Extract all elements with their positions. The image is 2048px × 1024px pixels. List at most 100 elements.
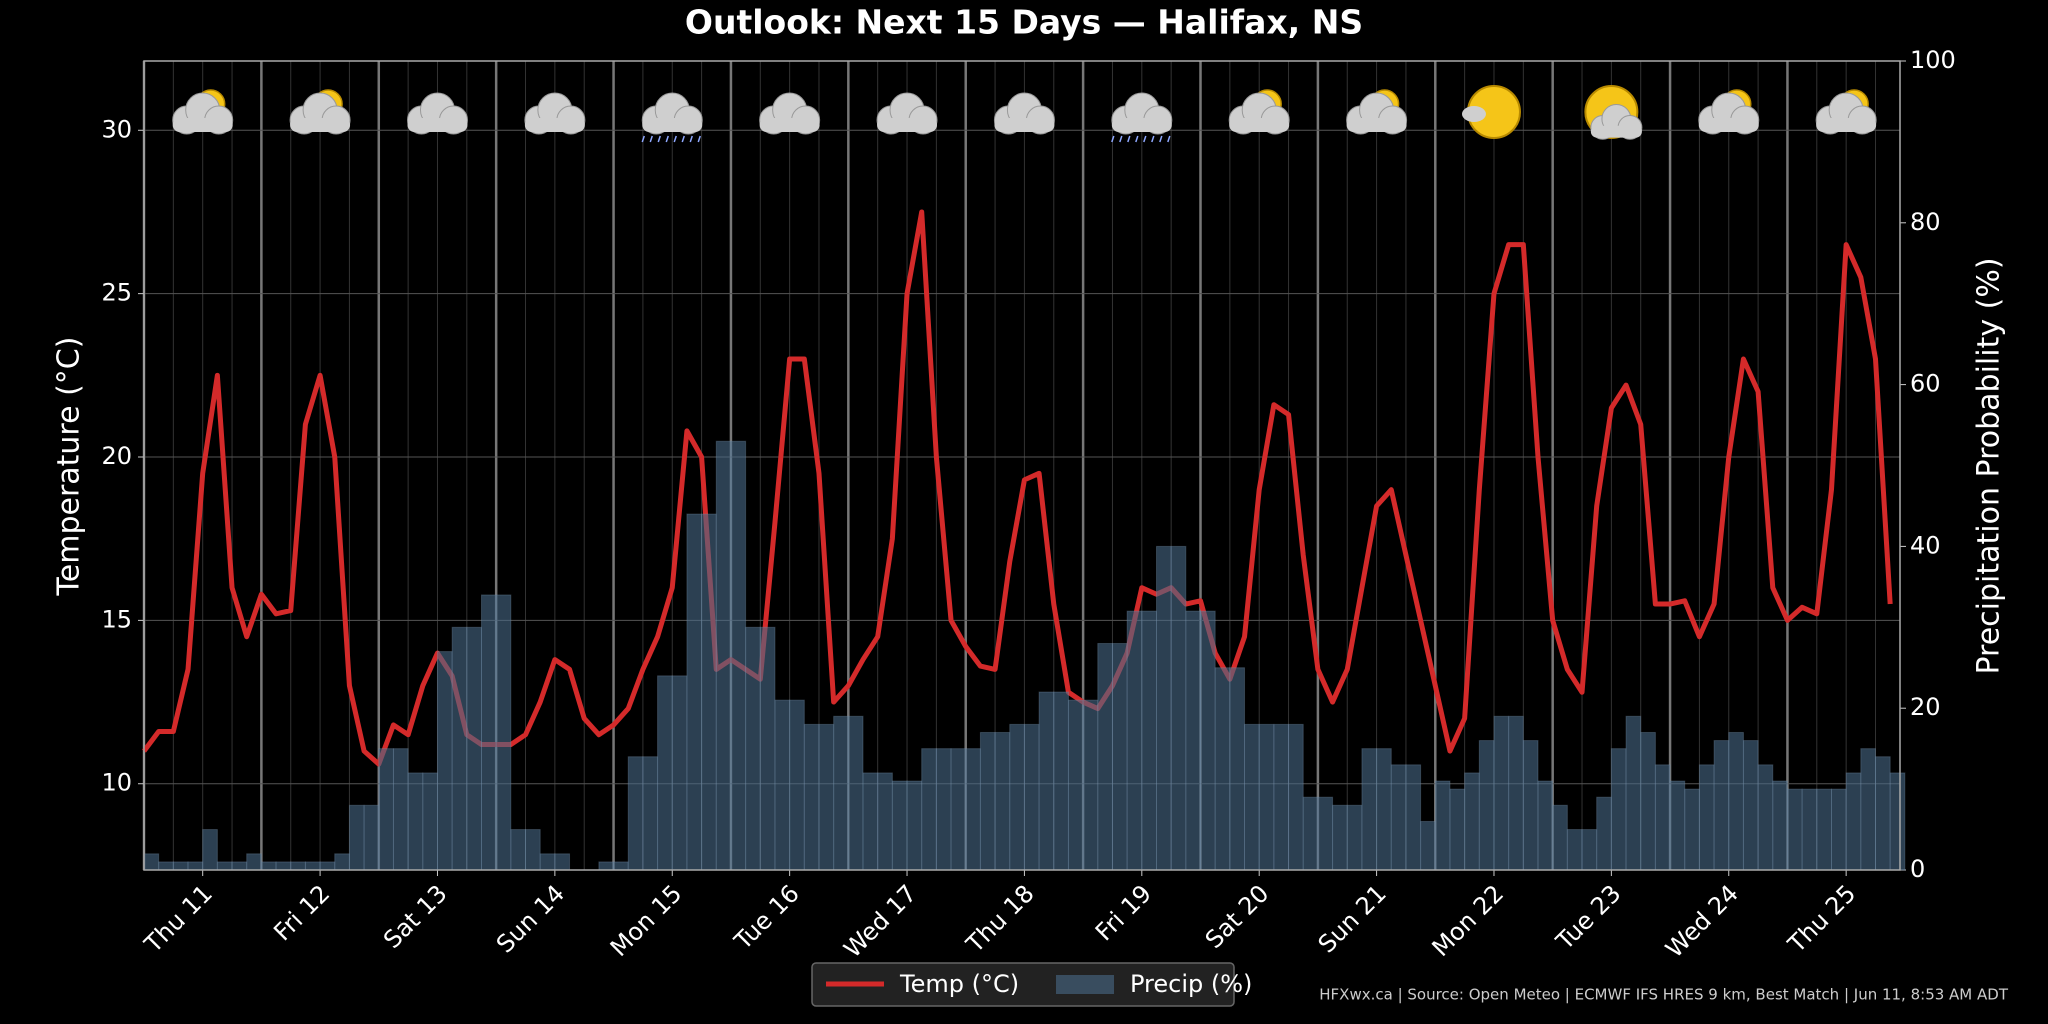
plot-frame <box>143 60 1901 871</box>
precip-bar <box>1141 610 1157 871</box>
precip-bar <box>1390 764 1407 871</box>
precip-bar <box>436 651 453 871</box>
precip-bar <box>422 772 438 871</box>
weather-icon <box>759 92 821 135</box>
precip-bar <box>613 861 629 871</box>
legend-swatch <box>1056 975 1114 994</box>
precip-bar <box>363 804 380 871</box>
precip-bar <box>1258 723 1275 871</box>
cloud-base <box>1816 118 1877 132</box>
precip-bar <box>1464 772 1480 871</box>
precip-bar <box>935 748 952 871</box>
weather-icon <box>406 92 468 135</box>
precip-bar <box>921 748 937 871</box>
precip-bar <box>1214 667 1231 871</box>
precip-bar <box>1757 764 1774 871</box>
rain-drop <box>657 135 661 143</box>
precip-bar <box>803 723 820 871</box>
precip-bar <box>862 772 879 871</box>
rain-drop <box>697 135 701 143</box>
cloud-base <box>994 118 1055 132</box>
precip-bar <box>172 861 189 871</box>
weather-icon <box>1461 85 1521 139</box>
legend-label: Precip (%) <box>1130 970 1252 998</box>
x-tick-label: Mon 22 <box>1427 879 1510 962</box>
x-tick-label: Thu 11 <box>139 879 218 958</box>
precip-bar <box>495 594 512 871</box>
rain-drop <box>1159 135 1163 143</box>
precip-bar <box>539 853 556 871</box>
cloud-base <box>759 118 820 132</box>
weather-icon <box>172 89 234 135</box>
rain-drop <box>641 135 645 143</box>
precip-bar <box>1449 788 1466 871</box>
precip-bar <box>480 594 497 871</box>
precip-bar <box>1111 642 1128 871</box>
precip-bar <box>1420 820 1436 871</box>
precip-bar <box>143 853 160 871</box>
precip-bar <box>701 513 717 871</box>
precip-bar <box>1302 796 1319 871</box>
rain-drop <box>681 135 685 143</box>
y2-tick-label: 60 <box>1910 370 1941 398</box>
x-tick-label: Wed 17 <box>838 879 922 963</box>
rain-drop <box>673 135 677 143</box>
rain-drop <box>689 135 693 143</box>
weather-icon <box>1346 89 1408 135</box>
rain-drop <box>1127 135 1131 143</box>
weather-icon <box>641 92 703 143</box>
precip-bar <box>847 715 864 871</box>
precip-bar <box>1126 610 1143 871</box>
weather-icon <box>1111 92 1173 143</box>
cloud-puff <box>1461 106 1486 122</box>
precip-bar <box>1200 610 1216 871</box>
precip-bar <box>1728 731 1744 871</box>
weather-icon <box>993 92 1055 135</box>
legend-box <box>811 962 1235 1007</box>
precip-bar <box>1478 740 1495 871</box>
precip-bar <box>1654 764 1671 871</box>
precip-bar <box>906 780 923 871</box>
precip-bar <box>1155 545 1172 871</box>
rain-drop <box>1111 135 1115 143</box>
precip-bar <box>1684 788 1700 871</box>
precip-bar <box>1566 829 1583 871</box>
precip-bar <box>525 829 541 871</box>
precip-bar <box>334 853 350 871</box>
rain-drop <box>649 135 653 143</box>
x-tick-label: Thu 25 <box>1782 879 1861 958</box>
precip-bar <box>378 748 394 871</box>
y-tick-label: 20 <box>101 442 132 470</box>
precip-bar <box>1816 788 1832 871</box>
precip-bar <box>891 780 908 871</box>
precip-bar <box>1874 756 1891 871</box>
cloud-base <box>1590 125 1642 138</box>
precip-bar <box>1376 748 1392 871</box>
y2-axis-label: Precipitation Probability (%) <box>1972 257 2007 674</box>
x-tick-label: Tue 16 <box>728 879 804 955</box>
precip-bar <box>642 756 659 871</box>
precip-bar <box>1229 667 1246 871</box>
precip-bar <box>1244 723 1260 871</box>
x-tick-label: Mon 15 <box>605 879 688 962</box>
x-tick-label: Sat 13 <box>378 879 453 954</box>
x-tick-label: Fri 19 <box>1090 879 1157 946</box>
precip-bar <box>627 756 644 871</box>
x-tick-label: Sun 21 <box>1313 879 1392 958</box>
precip-bar <box>994 731 1011 871</box>
precip-bar <box>1669 780 1686 871</box>
x-tick-label: Thu 18 <box>960 879 1039 958</box>
precip-bar <box>1845 772 1862 871</box>
precip-bar <box>950 748 967 871</box>
precip-bar <box>348 804 365 871</box>
precip-bar <box>1772 780 1788 871</box>
precip-bar <box>1009 723 1025 871</box>
precip-bar <box>774 699 791 871</box>
precip-bar <box>965 748 981 871</box>
precip-bar <box>1170 545 1187 871</box>
precip-bar <box>1698 764 1715 871</box>
precip-bar <box>1405 764 1422 871</box>
x-tick-label: Wed 24 <box>1660 879 1744 963</box>
precip-bar <box>686 513 703 871</box>
rain-drop <box>1135 135 1139 143</box>
